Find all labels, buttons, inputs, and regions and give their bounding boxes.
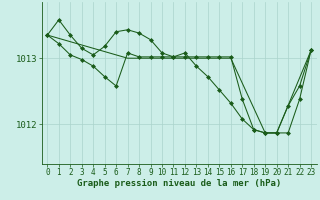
X-axis label: Graphe pression niveau de la mer (hPa): Graphe pression niveau de la mer (hPa) xyxy=(77,179,281,188)
